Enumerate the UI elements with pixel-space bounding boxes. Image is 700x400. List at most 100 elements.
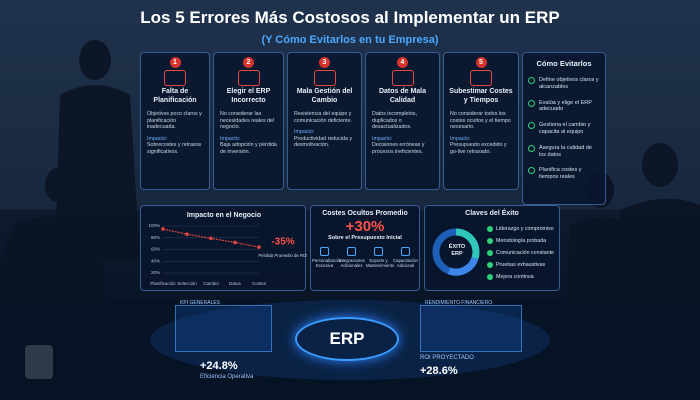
error-description: Objetivos poco claros y planificación in… [147, 111, 202, 131]
cost-icon [374, 247, 383, 256]
avoid-panel: Cómo Evitarlos Define objetivos claros y… [522, 52, 606, 205]
success-item: Liderazgo y compromiso [487, 226, 554, 232]
x-tick-label: Cambio [203, 281, 219, 286]
avoid-title: Cómo Evitarlos [536, 59, 592, 68]
y-tick-label: 40% [151, 258, 160, 263]
hologram-right-title: RENDIMIENTO FINANCIERO [425, 300, 493, 306]
error-impact-label: Impacto: [220, 135, 241, 142]
chart-title: Impacto en el Negocio [187, 212, 261, 219]
check-icon [487, 238, 493, 244]
impact-point [233, 240, 237, 245]
impact-chart: Impacto en el Negocio 20% 40% 60% 80% 100% Pla… [148, 212, 307, 286]
cost-label: Integraciones Adicionales [339, 258, 365, 269]
hologram: KPI GENERALES RENDIMIENTO FINANCIERO ERP… [175, 300, 525, 400]
error-impact: Presupuesto excedido y go-live retrasado… [450, 142, 507, 155]
y-tick-label: 80% [151, 235, 160, 240]
error-title: Subestimar Costes y Tiempos [449, 88, 513, 104]
check-icon [487, 262, 493, 268]
error-number: 3 [319, 57, 330, 68]
x-tick-label: Costes [252, 281, 267, 286]
cost-item: Capacitación Adicional [393, 247, 418, 269]
avoid-item: Define objetivos claros y alcanzables [528, 77, 600, 91]
error-impact-label: Impacto: [147, 135, 168, 142]
avoid-item: Planifica costes y tiempos reales [528, 167, 600, 181]
success-item: Comunicación constante [487, 250, 554, 256]
success-text: Pruebas exhaustivas [496, 262, 546, 268]
cost-item: Personalización Excesiva [312, 247, 343, 269]
error-number: 4 [397, 57, 408, 68]
error-impact-label: Impacto: [450, 135, 471, 142]
hologram-left-title: KPI GENERALES [180, 300, 221, 306]
check-icon [487, 226, 493, 232]
impact-point [161, 227, 165, 231]
hologram-left-panel [175, 305, 272, 352]
success-item: Mejora continua [487, 274, 534, 280]
error-card: 5 Subestimar Costes y Tiempos No considera… [443, 52, 519, 190]
cost-label: Soporte y Mantenimiento [366, 258, 395, 269]
hologram-center: ERP [295, 317, 399, 361]
y-tick-label: 20% [151, 270, 160, 275]
error-title: Mala Gestión del Cambio [296, 88, 353, 104]
error-description: No considerar las necesidades reales del… [220, 111, 275, 131]
impact-point [185, 232, 189, 237]
error-number: 1 [169, 57, 181, 68]
y-tick-label: 100% [148, 223, 160, 228]
cost-item: Integraciones Adicionales [339, 247, 365, 269]
annotation-note: Pérdida Promedio de ROI [258, 253, 307, 258]
error-impact: Decisiones erróneas y procesos ineficien… [372, 142, 425, 155]
success-text: Mejora continua [496, 274, 534, 280]
check-icon [528, 99, 535, 107]
hologram-right-panel [420, 305, 522, 352]
error-number: 5 [475, 57, 487, 68]
x-tick-label: Selección [177, 281, 197, 286]
error-icon [313, 70, 336, 86]
cost-label: Capacitación Adicional [393, 258, 418, 269]
error-title: Datos de Mala Calidad [378, 88, 427, 104]
title: Los 5 Errores Más Costosos al Implementa… [140, 8, 560, 27]
x-tick-label: Datos [229, 281, 242, 286]
error-card: 4 Datos de Mala Calidad Datos incompletos,… [365, 52, 440, 190]
error-card: 2 Elegir el ERP Incorrecto No considerar l… [213, 52, 284, 190]
hidden-costs-note: Sobre el Presupuesto Inicial [328, 235, 402, 241]
error-description: No considerar todos los costes ocultos y… [450, 111, 511, 131]
check-icon [528, 144, 535, 152]
success-text: Comunicación constante [496, 250, 555, 256]
error-icon [470, 70, 492, 86]
cost-label: Personalización Excesiva [312, 258, 343, 269]
impact-point [209, 236, 213, 241]
check-icon [528, 167, 535, 175]
cost-icon [347, 247, 356, 256]
success-item: Pruebas exhaustivas [487, 262, 545, 268]
avoid-item: Asegura la calidad de los datos [528, 144, 600, 159]
error-description: Resistencia del equipo y comunicación de… [294, 111, 353, 124]
check-icon [487, 274, 493, 280]
error-title: Falta de Planificación [153, 88, 197, 104]
check-icon [487, 250, 493, 256]
avoid-text: Planifica costes y tiempos reales [539, 167, 582, 181]
error-impact: Sobrecostes y retrasos significativos. [147, 142, 202, 155]
check-icon [528, 77, 535, 84]
cost-icon [401, 247, 410, 256]
cost-items: Personalización Excesiva Integraciones Ad… [311, 247, 419, 269]
avoid-item: Evalúa y elige el ERP adecuado [528, 99, 600, 114]
error-icon [391, 70, 414, 86]
subtitle: (Y Cómo Evitarlos en tu Empresa) [261, 34, 439, 46]
error-icon [164, 70, 186, 86]
impact-panel: Impacto en el Negocio 20% 40% 60% 80% 100% Pla… [140, 205, 308, 291]
avoid-item: Gestiona el cambio y capacita al equipo [528, 122, 600, 136]
annotation: -35% [271, 237, 294, 248]
success-item: Metodología probada [487, 238, 546, 244]
x-tick-label: Planificación [150, 281, 176, 286]
error-impact-label: Impacto: [294, 129, 315, 136]
success-text: Liderazgo y compromiso [496, 226, 554, 232]
avoid-text: Asegura la calidad de los datos [539, 144, 592, 158]
avoid-text: Gestiona el cambio y capacita al equipo [539, 122, 591, 135]
error-impact: Baja adopción y pérdida de inversión. [220, 142, 277, 155]
check-icon [528, 122, 535, 130]
hologram-right-label: ROI PROYECTADO [420, 355, 474, 361]
success-title: Claves del Éxito [465, 210, 519, 217]
success-center: ÉXITO ERP [448, 244, 466, 257]
error-card: 3 Mala Gestión del Cambio Resistencia del … [287, 52, 362, 190]
hologram-left-label: Eficiencia Operativa [200, 374, 254, 380]
